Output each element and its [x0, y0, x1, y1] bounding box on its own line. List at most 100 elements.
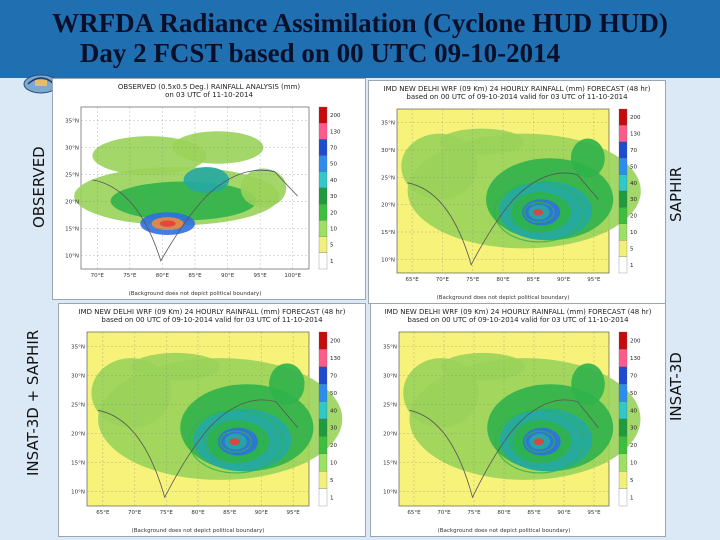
rain-blob: [240, 168, 287, 208]
observed-rainfall-map: OBSERVED (0.5x0.5 Deg.) RAINFALL ANALYSI…: [65, 83, 341, 297]
lat-tick-label: 15°N: [71, 461, 85, 467]
colorbar-label: 70: [630, 148, 637, 154]
colorbar-label: 50: [630, 164, 637, 170]
rain-blob: [533, 438, 544, 446]
colorbar-label: 20: [630, 214, 637, 220]
lon-tick-label: 80°E: [191, 510, 205, 516]
lon-tick-label: 75°E: [160, 510, 174, 516]
lon-tick-label: 65°E: [96, 510, 110, 516]
colorbar-label: 20: [330, 443, 337, 449]
lat-tick-label: 10°N: [383, 490, 397, 496]
lon-tick-label: 75°E: [466, 277, 480, 283]
colorbar-segment: [318, 401, 328, 420]
cyclone-band: [493, 182, 585, 243]
colorbar-segment: [318, 366, 328, 385]
colorbar-label: 30: [630, 197, 637, 203]
colorbar-label: 30: [630, 426, 637, 432]
colorbar-label: 130: [630, 132, 641, 138]
lon-tick-label: 90°E: [557, 277, 571, 283]
cyclone-band: [219, 430, 252, 453]
colorbar-segment: [318, 418, 328, 437]
colorbar-segment: [318, 204, 328, 221]
colorbar-segment: [618, 349, 628, 367]
lat-tick-label: 25°N: [71, 403, 85, 409]
colorbar-label: 40: [330, 408, 337, 414]
map-subtitle: based on 00 UTC of 09-10-2014 valid for …: [101, 316, 323, 324]
colorbar-label: 5: [330, 243, 334, 249]
colorbar-segment: [618, 174, 628, 192]
insat-forecast-panel: IMD NEW DELHI WRF (09 Km) 24 HOURLY RAIN…: [370, 303, 666, 537]
rain-blob: [532, 209, 544, 216]
lat-tick-label: 20°N: [383, 432, 397, 438]
coastline: [98, 399, 299, 499]
lat-tick-label: 20°N: [71, 432, 85, 438]
colorbar-label: 50: [330, 391, 337, 397]
colorbar-label: 40: [630, 181, 637, 187]
lon-tick-label: 90°E: [255, 510, 269, 516]
colorbar-segment: [618, 488, 628, 507]
colorbar-label: 30: [330, 426, 337, 432]
colorbar-label: 5: [330, 478, 334, 484]
lon-tick-label: 80°E: [497, 510, 511, 516]
colorbar-label: 50: [630, 391, 637, 397]
colorbar-label: 130: [630, 356, 641, 362]
rain-blob: [131, 352, 221, 381]
rain-blob: [159, 220, 176, 227]
rain-blob: [229, 438, 241, 446]
colorbar-label: 200: [330, 339, 341, 345]
map-footer: (Background does not depict political bo…: [129, 291, 262, 297]
colorbar-segment: [618, 141, 628, 159]
lon-tick-label: 70°E: [128, 510, 142, 516]
cyclone-band: [524, 430, 555, 453]
colorbar-segment: [618, 190, 628, 208]
rain-blob: [441, 352, 525, 381]
map-title: OBSERVED (0.5x0.5 Deg.) RAINFALL ANALYSI…: [118, 83, 301, 91]
slide-title-line-1: WRFDA Radiance Assimilation (Cyclone HUD…: [52, 8, 668, 38]
colorbar-label: 1: [630, 263, 634, 269]
insat-saphir-label: INSAT-3D + SAPHIR: [24, 329, 42, 476]
coastline: [407, 172, 599, 266]
lat-tick-label: 30°N: [65, 146, 79, 152]
colorbar-segment: [618, 418, 628, 437]
cyclone-band: [188, 409, 283, 474]
rain-blob: [439, 128, 525, 155]
colorbar-label: 200: [630, 115, 641, 121]
lat-tick-label: 10°N: [381, 257, 395, 263]
map-subtitle: based on 00 UTC of 09-10-2014 valid for …: [406, 93, 628, 101]
lat-tick-label: 20°N: [381, 203, 395, 209]
lat-tick-label: 35°N: [381, 121, 395, 127]
colorbar-label: 130: [330, 356, 341, 362]
lon-tick-label: 95°E: [254, 273, 268, 279]
lon-tick-label: 90°E: [557, 510, 571, 516]
lon-tick-label: 85°E: [188, 273, 202, 279]
lon-tick-label: 70°E: [436, 277, 450, 283]
lon-tick-label: 100°E: [284, 273, 301, 279]
colorbar-segment: [618, 158, 628, 175]
colorbar-label: 10: [330, 461, 337, 467]
lat-tick-label: 35°N: [65, 119, 79, 125]
colorbar-segment: [318, 106, 328, 124]
slide-title-line-2: Day 2 FCST based on 00 UTC 09-10-2014: [79, 38, 561, 68]
lat-tick-label: 35°N: [71, 345, 85, 351]
colorbar-label: 10: [630, 461, 637, 467]
colorbar-segment: [618, 331, 628, 350]
rain-blob: [269, 363, 305, 406]
colorbar-segment: [618, 453, 628, 472]
colorbar-segment: [618, 240, 628, 257]
colorbar-segment: [318, 453, 328, 472]
colorbar-label: 70: [630, 374, 637, 380]
map-title: IMD NEW DELHI WRF (09 Km) 24 HOURLY RAIN…: [385, 308, 652, 316]
colorbar-segment: [318, 471, 328, 489]
lat-tick-label: 10°N: [71, 490, 85, 496]
map-footer: (Background does not depict political bo…: [437, 295, 570, 301]
lat-tick-label: 15°N: [383, 461, 397, 467]
colorbar-label: 5: [630, 246, 634, 252]
rainfall-field: [74, 131, 287, 235]
colorbar-segment: [318, 187, 328, 205]
colorbar-segment: [618, 384, 628, 402]
saphir-forecast-map: IMD NEW DELHI WRF (09 Km) 24 HOURLY RAIN…: [381, 85, 651, 301]
colorbar-segment: [318, 155, 328, 172]
lon-tick-label: 65°E: [407, 510, 421, 516]
map-subtitle: based on 00 UTC of 09-10-2014 valid for …: [407, 316, 629, 324]
colorbar-label: 5: [630, 478, 634, 484]
